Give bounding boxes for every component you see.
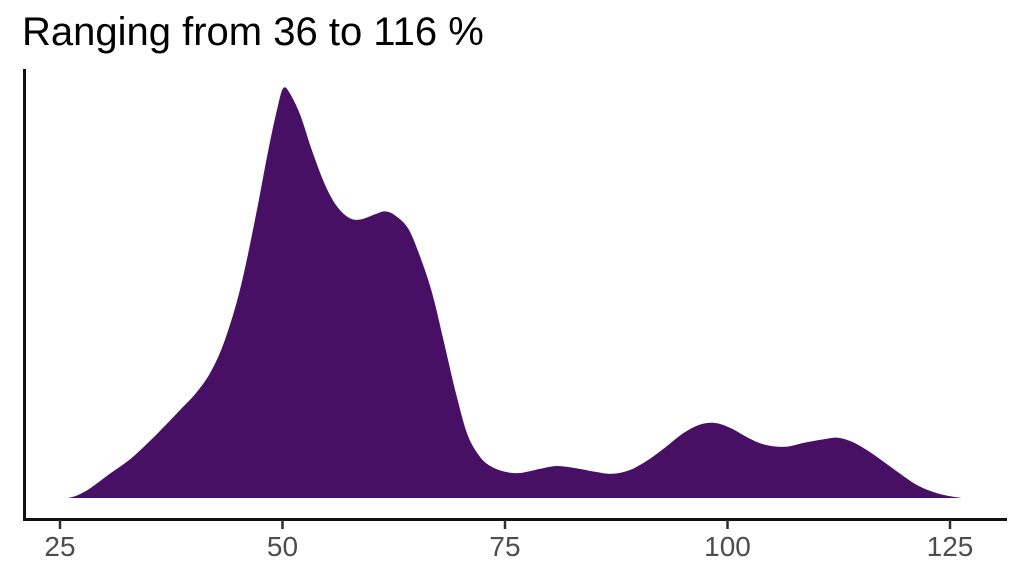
density-area bbox=[68, 87, 962, 498]
x-axis-tick-label: 125 bbox=[927, 531, 974, 562]
x-axis-ticks bbox=[58, 520, 952, 529]
x-axis-tick-label: 50 bbox=[267, 531, 298, 562]
x-axis-tick-label: 75 bbox=[489, 531, 520, 562]
chart-title: Ranging from 36 to 116 % bbox=[22, 10, 484, 54]
x-axis-tick-label: 25 bbox=[44, 531, 75, 562]
x-axis-tick-labels: 25 50 75 100 125 bbox=[44, 531, 973, 562]
x-axis-tick-label: 100 bbox=[704, 531, 751, 562]
